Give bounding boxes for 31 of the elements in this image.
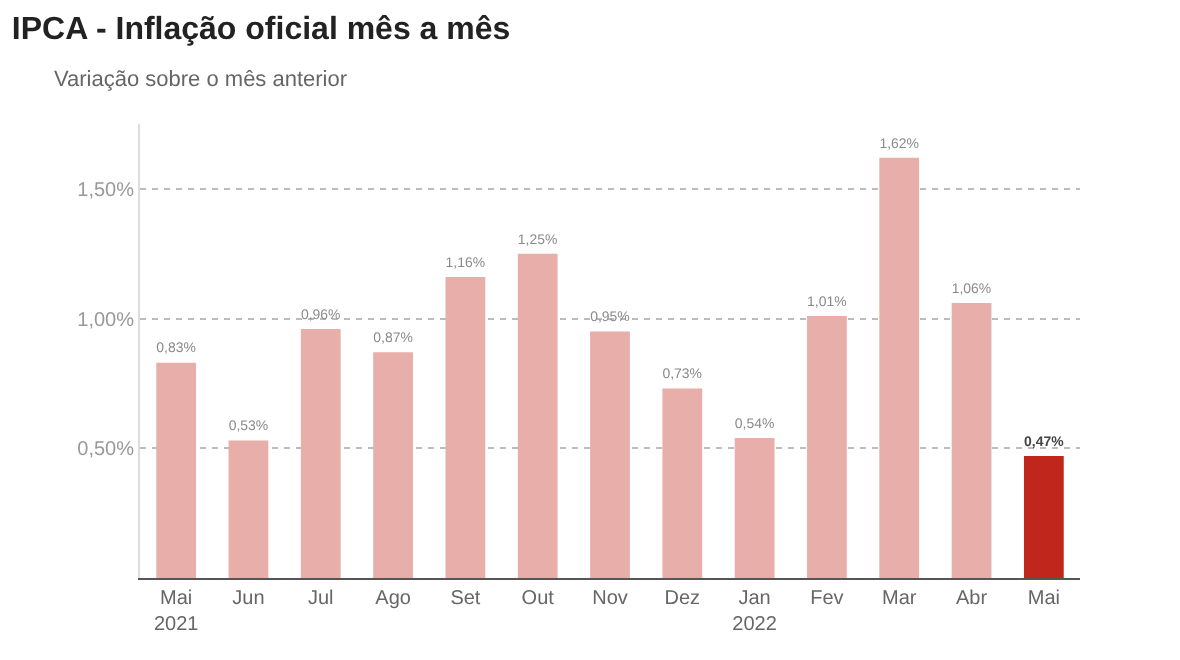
x-tick-label: Nov bbox=[592, 588, 628, 610]
y-tick-label: 1,50% bbox=[77, 179, 135, 202]
y-tick-label: 0,50% bbox=[77, 439, 135, 462]
x-tick-label: Ago bbox=[375, 588, 412, 610]
bar bbox=[228, 440, 269, 578]
bar bbox=[590, 331, 630, 578]
bar bbox=[156, 362, 197, 578]
x-tick-label: Abr bbox=[955, 588, 989, 610]
bar bbox=[373, 352, 413, 578]
x-tick-label: Jan 2022 bbox=[732, 588, 778, 636]
bar bbox=[734, 437, 775, 578]
bar bbox=[879, 157, 920, 578]
x-tick-label: Jul bbox=[307, 588, 334, 610]
bar bbox=[300, 328, 341, 578]
x-tick-label: Mai 2021 bbox=[153, 588, 200, 636]
chart-subtitle: Variação sobre o mês anterior bbox=[54, 68, 348, 92]
bar bbox=[1023, 456, 1064, 578]
chart-title: IPCA - Inflação oficial mês a mês bbox=[11, 12, 511, 47]
x-tick-label: Jun bbox=[232, 588, 265, 610]
x-tick-label: Set bbox=[450, 588, 481, 610]
bar bbox=[807, 315, 847, 578]
x-tick-label: Fev bbox=[810, 588, 844, 610]
x-tick-label: Dez bbox=[664, 588, 701, 610]
bar bbox=[517, 253, 558, 578]
x-tick-label: Out bbox=[521, 588, 555, 610]
bar bbox=[662, 388, 703, 578]
bar bbox=[445, 277, 486, 578]
bar bbox=[951, 303, 992, 578]
x-tick-label: Mai bbox=[1027, 588, 1060, 610]
x-tick-label: Mar bbox=[882, 588, 918, 610]
y-tick-label: 1,00% bbox=[77, 309, 135, 332]
